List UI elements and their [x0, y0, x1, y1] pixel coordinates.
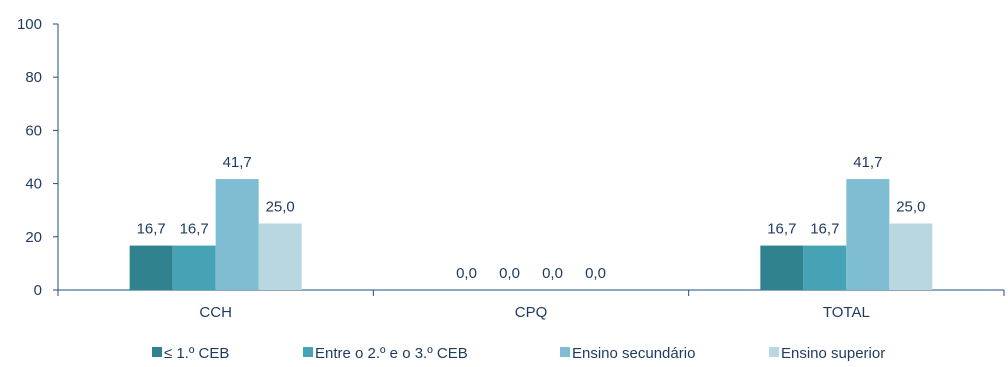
- legend-label: Entre o 2.º e o 3.º CEB: [315, 345, 468, 362]
- legend-label: Ensino secundário: [572, 345, 695, 362]
- y-tick-label: 80: [25, 69, 42, 86]
- legend-swatch: [769, 347, 779, 357]
- y-tick-label: 20: [25, 229, 42, 246]
- data-label: 41,7: [223, 154, 252, 171]
- x-category-label: TOTAL: [823, 304, 870, 321]
- bar: [129, 245, 173, 290]
- data-label: 16,7: [767, 221, 796, 238]
- data-label: 0,0: [456, 265, 477, 282]
- bar: [258, 223, 302, 290]
- bar: [846, 179, 890, 290]
- legend-swatch: [560, 347, 570, 357]
- data-label: 0,0: [585, 265, 606, 282]
- data-label: 0,0: [499, 265, 520, 282]
- y-tick-label: 60: [25, 122, 42, 139]
- bar: [760, 245, 804, 290]
- y-tick-label: 40: [25, 176, 42, 193]
- x-category-label: CPQ: [515, 304, 548, 321]
- legend-swatch: [152, 347, 162, 357]
- data-label: 16,7: [137, 221, 166, 238]
- data-label: 25,0: [266, 199, 295, 216]
- legend-label: Ensino superior: [781, 345, 885, 362]
- y-tick-label: 0: [34, 282, 42, 299]
- data-label: 25,0: [896, 199, 925, 216]
- data-label: 16,7: [180, 221, 209, 238]
- data-label: 0,0: [542, 265, 563, 282]
- y-tick-label: 100: [17, 16, 42, 33]
- x-category-label: CCH: [199, 304, 232, 321]
- legend-label: ≤ 1.º CEB: [164, 345, 229, 362]
- chart-legend: ≤ 1.º CEB Entre o 2.º e o 3.º CEB Ensino s…: [152, 345, 885, 362]
- legend-swatch: [303, 347, 313, 357]
- chart-bars: [129, 179, 933, 290]
- data-label: 16,7: [810, 221, 839, 238]
- bar: [803, 245, 847, 290]
- bar: [172, 245, 216, 290]
- data-label: 41,7: [853, 154, 882, 171]
- bar: [215, 179, 259, 290]
- chart-data-labels: 16,7 16,7 41,7 25,0 0,0 0,0 0,0 0,0 16,7 16,7 41,7…: [137, 154, 926, 282]
- bar: [889, 223, 933, 290]
